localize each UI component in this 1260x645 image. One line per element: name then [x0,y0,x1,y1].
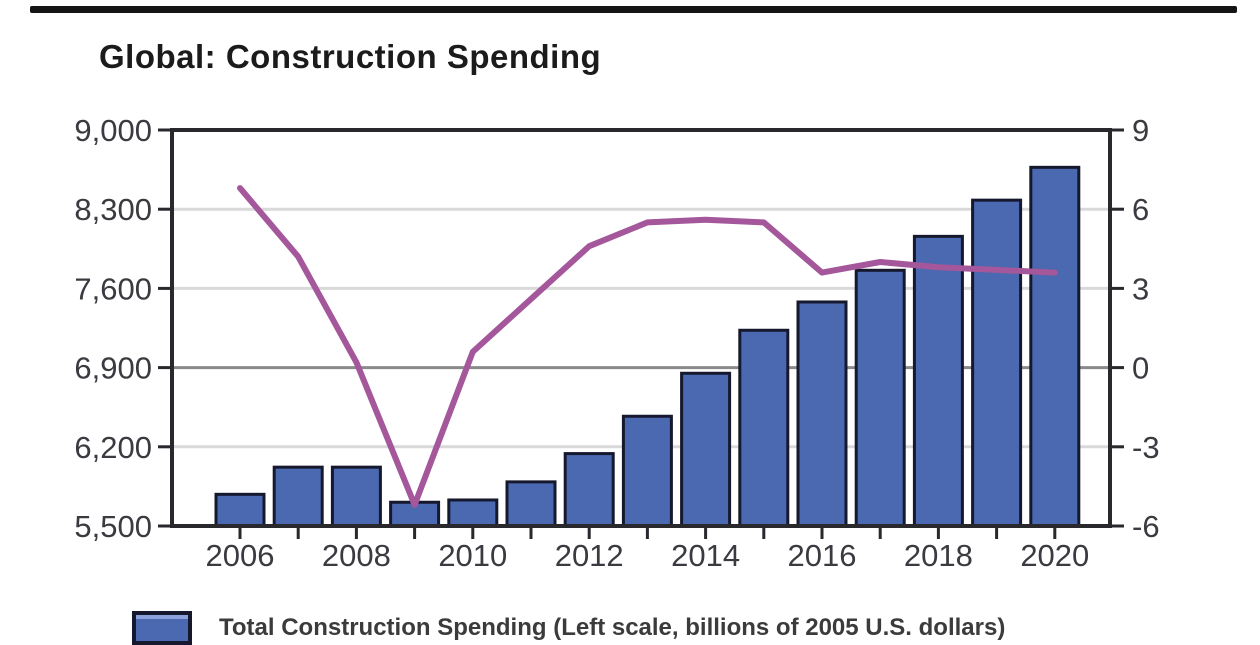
bar-2010 [447,498,499,528]
bar-2012 [563,452,615,528]
x-axis-label: 2006 [206,538,275,573]
x-axis-label: 2010 [438,538,507,573]
x-axis-label: 2016 [788,538,857,573]
bar-2018 [912,234,964,528]
bar-2006 [214,492,266,528]
x-axis-label: 2008 [322,538,391,573]
right-axis-label: 0 [1132,351,1149,386]
left-axis-label: 6,900 [74,351,152,386]
construction-spending-chart: 5,500 6,200 6,900 7,600 8,300 9,000 -6 -3 0 3 6 9 20… [74,113,1159,573]
bar-2011 [505,480,557,528]
bar-2013 [621,414,673,528]
top-rule [30,6,1237,13]
left-axis-label: 9,000 [74,113,152,148]
legend: Total Construction Spending (Left scale,… [132,611,1005,645]
right-axis-label: 6 [1132,192,1149,227]
legend-swatch-bar [132,611,192,645]
left-axis-label: 8,300 [74,192,152,227]
left-axis-label: 6,200 [74,430,152,465]
legend-label: Total Construction Spending (Left scale,… [219,614,1006,641]
bar-2015 [738,328,790,528]
axis-ticks [158,128,1124,539]
right-axis-label: 3 [1132,271,1149,306]
x-axis-label: 2020 [1020,538,1089,573]
bar-2019 [971,198,1023,528]
bar-2008 [330,465,382,528]
bar-2007 [272,465,324,528]
gridlines [174,207,1108,449]
bar-2016 [796,300,848,528]
plot-frame [170,128,1112,528]
right-axis-label: -3 [1132,430,1160,465]
chart-title: Global: Construction Spending [99,38,602,75]
x-axis-label: 2014 [671,538,740,573]
bar-2020 [1029,165,1081,528]
x-axis-label: 2018 [904,538,973,573]
axis-labels: 5,500 6,200 6,900 7,600 8,300 9,000 -6 -3 0 3 6 9 20… [74,113,1159,573]
bar-2017 [854,268,906,528]
left-axis-label: 5,500 [74,509,152,544]
right-axis-label: -6 [1132,509,1160,544]
trend-line [237,185,1058,508]
x-axis-label: 2012 [555,538,624,573]
left-axis-label: 7,600 [74,271,152,306]
right-axis-label: 9 [1132,113,1149,148]
bar-2014 [680,371,732,528]
